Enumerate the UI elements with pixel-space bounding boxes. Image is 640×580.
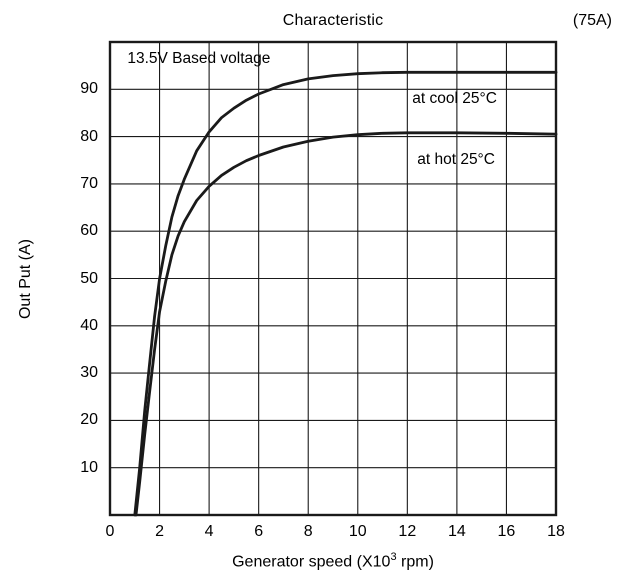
rated-current-label: (75A) bbox=[572, 12, 612, 29]
y-axis-label: Out Put (A) bbox=[17, 238, 34, 319]
x-axis-label-prefix: Generator speed (X10 bbox=[232, 553, 391, 571]
series-label-hot: at hot 25°C bbox=[417, 151, 495, 169]
series-curve-0 bbox=[133, 70, 558, 517]
x-axis-label-suffix: rpm) bbox=[396, 553, 434, 571]
series-label-cool: at cool 25°C bbox=[412, 89, 497, 107]
based-voltage-annotation: 13.5V Based voltage bbox=[127, 49, 271, 67]
x-axis-label-superscript: 3 bbox=[390, 551, 397, 563]
x-axis-label: Generator speed (X103 rpm) bbox=[110, 551, 556, 571]
series-curve-1 bbox=[134, 131, 558, 517]
plot-frame bbox=[108, 40, 558, 517]
chart-title: Characteristic bbox=[282, 12, 384, 29]
